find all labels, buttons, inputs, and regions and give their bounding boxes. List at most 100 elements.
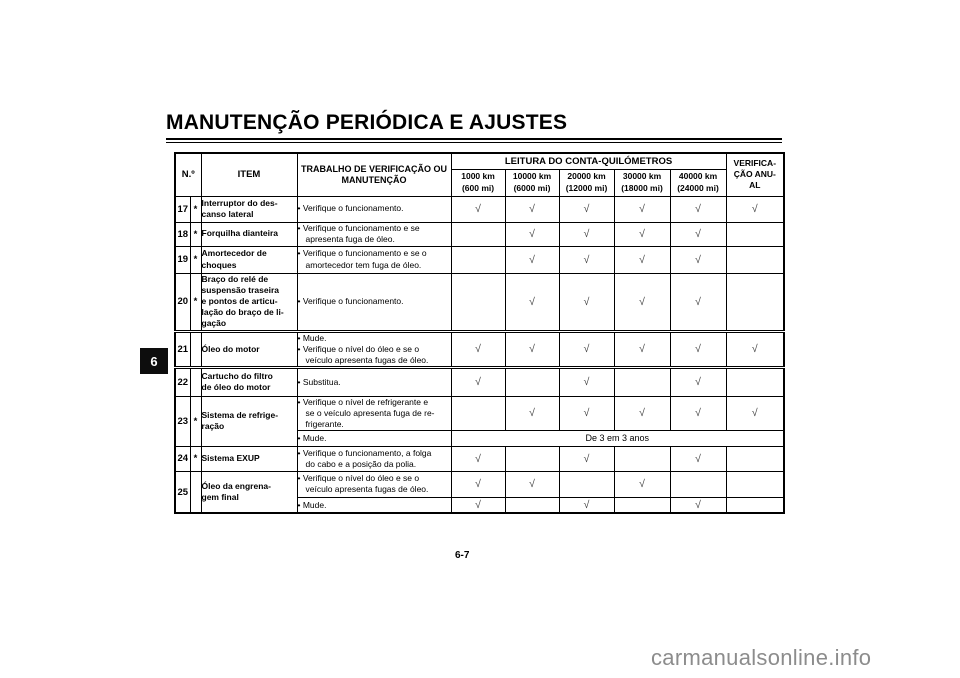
check-cell: √ <box>613 272 671 332</box>
col-header-30000km: 30000 km (18000 mi) <box>613 168 671 197</box>
check-cell: √ <box>669 496 727 514</box>
check-cell: √ <box>504 470 560 498</box>
item-name: Braço do relé de suspensão traseira e po… <box>200 272 298 332</box>
check-cell: √ <box>558 329 615 368</box>
row-asterisk <box>189 329 202 368</box>
check-cell: √ <box>669 365 727 397</box>
check-cell: √ <box>558 195 615 223</box>
task-text: • Verifique o nível do óleo e se o veícu… <box>297 473 429 495</box>
annual-check-cell <box>725 445 785 472</box>
task-cell: • Verifique o nível do óleo e se o veícu… <box>296 470 452 498</box>
task-cell: • Verifique o funcionamento. <box>296 272 452 332</box>
task-cell: • Verifique o nível de refrigerante e se… <box>296 395 452 431</box>
maintenance-table: N.º ITEM TRABALHO DE VERIFICAÇÃO OU MANU… <box>174 152 786 515</box>
check-cell: √ <box>450 445 506 472</box>
task-cell: • Mude. • Verifique o nível do óleo e se… <box>296 329 452 368</box>
check-cell: √ <box>450 470 506 498</box>
check-cell: √ <box>669 272 727 332</box>
check-cell <box>504 445 560 472</box>
check-cell: √ <box>504 245 560 274</box>
check-cell <box>450 272 506 332</box>
row-number: 24 <box>174 445 191 472</box>
task-cell: • Verifique o funcionamento. <box>296 195 452 223</box>
annual-check-cell <box>725 365 785 397</box>
section-tab: 6 <box>140 348 168 374</box>
km-label: 30000 km <box>622 171 662 182</box>
task-cell: • Substitua. <box>296 365 452 397</box>
header-row-intervals: 1000 km (600 mi) 10000 km (6000 mi) 20000 … <box>175 168 784 197</box>
mi-label: (600 mi) <box>461 182 495 193</box>
row-asterisk: * <box>189 395 202 447</box>
table-row-20: 20 * Braço do relé de suspensão traseira… <box>174 272 785 332</box>
check-cell: √ <box>669 395 727 431</box>
annual-check-cell <box>725 272 785 332</box>
table-row-25: 25 Óleo da engrena- gem final • Verifiqu… <box>174 470 785 514</box>
annual-check-cell: √ <box>725 395 785 431</box>
header-row-group: N.º ITEM TRABALHO DE VERIFICAÇÃO OU MANU… <box>174 152 785 197</box>
annual-check-cell: √ <box>725 329 785 368</box>
task-text: • Mude. <box>297 432 327 443</box>
interval-note: De 3 em 3 anos <box>450 429 785 447</box>
check-cell: √ <box>558 365 615 397</box>
check-cell <box>504 365 560 397</box>
table-row-22: 22 Cartucho do filtro de óleo do motor •… <box>174 365 785 397</box>
annual-check-cell <box>725 221 785 247</box>
check-cell: √ <box>613 329 671 368</box>
check-cell <box>669 470 727 498</box>
table-row-17: 17 * Interruptor do des- canso lateral •… <box>174 195 785 223</box>
check-cell: √ <box>504 195 560 223</box>
check-cell: √ <box>558 245 615 274</box>
check-cell: √ <box>504 272 560 332</box>
row-number: 19 <box>174 245 191 274</box>
watermark: carmanualsonline.info <box>651 645 872 670</box>
check-cell: √ <box>669 445 727 472</box>
row-asterisk: * <box>189 221 202 247</box>
check-cell <box>504 496 560 514</box>
check-cell <box>613 365 671 397</box>
table-row-18: 18 * Forquilha dianteira • Verifique o f… <box>174 221 785 247</box>
task-text: • Verifique o funcionamento, a folga do … <box>297 447 432 469</box>
check-cell: √ <box>450 496 506 514</box>
col-header-num: N.º <box>174 152 202 197</box>
km-label: 10000 km <box>512 171 552 182</box>
task-cell: • Verifique o funcionamento, a folga do … <box>296 445 452 472</box>
check-cell <box>450 245 506 274</box>
row-asterisk: * <box>189 245 202 274</box>
km-label: 1000 km <box>461 171 495 182</box>
table-row-19: 19 * Amortecedor de choques • Verifique … <box>174 245 785 274</box>
table-row-24: 24 * Sistema EXUP • Verifique o funciona… <box>174 445 785 472</box>
check-cell <box>613 496 671 514</box>
row-number: 18 <box>174 221 191 247</box>
task-text: • Substitua. <box>297 376 341 387</box>
col-header-20000km: 20000 km (12000 mi) <box>558 168 615 197</box>
check-cell <box>558 470 615 498</box>
annual-check-cell <box>725 245 785 274</box>
row-number: 17 <box>174 195 191 223</box>
col-header-work: TRABALHO DE VERIFICAÇÃO OU MANUTENÇÃO <box>296 152 452 197</box>
check-cell: √ <box>669 245 727 274</box>
col-header-10000km: 10000 km (6000 mi) <box>504 168 560 197</box>
task-text: • Mude. <box>297 332 327 343</box>
check-cell: √ <box>450 329 506 368</box>
item-name: Forquilha dianteira <box>200 221 298 247</box>
check-cell: √ <box>613 195 671 223</box>
task-text: • Mude. <box>297 499 327 510</box>
row-number: 22 <box>174 365 191 397</box>
check-cell: √ <box>504 329 560 368</box>
item-name: Interruptor do des- canso lateral <box>200 195 298 223</box>
check-cell: √ <box>504 221 560 247</box>
item-name: Sistema de refrige- ração <box>200 395 298 447</box>
task-cell: • Mude. <box>296 496 452 514</box>
task-cell: • Mude. <box>296 429 452 447</box>
check-cell <box>450 395 506 431</box>
item-name: Cartucho do filtro de óleo do motor <box>200 365 298 397</box>
task-text: • Verifique o funcionamento. <box>297 295 404 306</box>
row-asterisk <box>189 470 202 514</box>
check-cell: √ <box>613 245 671 274</box>
row-number: 25 <box>174 470 191 514</box>
check-cell: √ <box>450 365 506 397</box>
check-cell: √ <box>558 272 615 332</box>
check-cell: √ <box>613 395 671 431</box>
col-header-40000km: 40000 km (24000 mi) <box>669 168 727 197</box>
